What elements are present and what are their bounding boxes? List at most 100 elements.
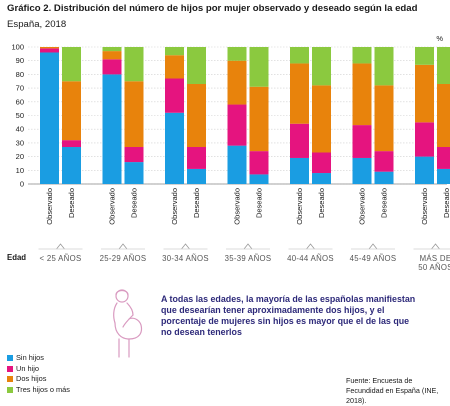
legend-swatch [7, 366, 13, 372]
bar-labels: Observado Deseado Observado Deseado Observad… [45, 188, 450, 225]
bar-label: Observado [108, 188, 117, 225]
bar-label: Observado [295, 188, 304, 225]
bar-segment-un-hijo [187, 147, 206, 169]
bar-segment-dos-hijos [187, 84, 206, 147]
bar-segment-tres-hijos-o-más [62, 47, 81, 81]
bar-segment-dos-hijos [437, 84, 450, 147]
y-tick-label: 70 [16, 84, 24, 93]
bar-segment-un-hijo [40, 48, 59, 52]
y-tick-label: 30 [16, 138, 24, 147]
bar-segment-dos-hijos [290, 63, 309, 123]
bar-label: Observado [170, 188, 179, 225]
legend-item: Un hijo [7, 364, 70, 375]
legend-label: Tres hijos o más [16, 385, 70, 396]
age-label: 25-29 AÑOS [100, 254, 147, 263]
source-note: Fuente: Encuesta de Fecundidad en España… [346, 376, 450, 406]
bar-segment-sin-hijos [62, 147, 81, 184]
legend-item: Dos hijos [7, 374, 70, 385]
bar-segment-tres-hijos-o-más [187, 47, 206, 84]
age-marker [244, 244, 252, 249]
bar-segment-un-hijo [437, 147, 450, 169]
bar-segment-sin-hijos [40, 52, 59, 184]
bar-label: Observado [45, 188, 54, 225]
y-tick-label: 20 [16, 152, 24, 161]
legend-swatch [7, 387, 13, 393]
legend-label: Dos hijos [16, 374, 46, 385]
bar-segment-un-hijo [62, 140, 81, 147]
bar-segment-dos-hijos [40, 47, 59, 48]
bar-segment-tres-hijos-o-más [290, 47, 309, 63]
age-label: 45-49 AÑOS [350, 254, 397, 263]
bar-segment-sin-hijos [312, 173, 331, 184]
bar-label: Deseado [255, 188, 264, 218]
y-tick-label: 80 [16, 70, 24, 79]
bar-label: Deseado [130, 188, 139, 218]
bar-segment-sin-hijos [165, 113, 184, 184]
y-tick-label: 60 [16, 97, 24, 106]
key-message: A todas las edades, la mayoría de las es… [161, 294, 421, 337]
bar-segment-tres-hijos-o-más [375, 47, 394, 85]
bar-segment-un-hijo [250, 151, 269, 174]
legend-swatch [7, 355, 13, 361]
bar-segment-tres-hijos-o-más [228, 47, 247, 61]
y-tick-label: 40 [16, 125, 24, 134]
age-marker [57, 244, 65, 249]
age-marker [307, 244, 315, 249]
bar-segment-un-hijo [353, 125, 372, 158]
bar-label: Deseado [442, 188, 450, 218]
bar-label: Deseado [380, 188, 389, 218]
bar-segment-sin-hijos [290, 158, 309, 184]
y-tick-label: 90 [16, 56, 24, 65]
bar-segment-dos-hijos [250, 87, 269, 151]
bar-segment-dos-hijos [353, 63, 372, 125]
bar-segment-sin-hijos [415, 157, 434, 184]
legend-label: Sin hijos [16, 353, 44, 364]
bar-segment-dos-hijos [415, 65, 434, 123]
legend-item: Sin hijos [7, 353, 70, 364]
bar-segment-sin-hijos [375, 172, 394, 184]
age-label: 50 AÑOS [418, 263, 450, 272]
age-label: MÁS DE [420, 254, 450, 263]
bar-segment-dos-hijos [312, 85, 331, 152]
legend-swatch [7, 376, 13, 382]
bar-segment-un-hijo [375, 151, 394, 172]
bar-segment-tres-hijos-o-más [103, 47, 122, 51]
bar-segment-tres-hijos-o-más [437, 47, 450, 84]
bar-segment-un-hijo [125, 147, 144, 162]
bar-label: Observado [420, 188, 429, 225]
y-axis-unit: % [436, 34, 443, 43]
bar-segment-un-hijo [165, 79, 184, 113]
bar-label: Deseado [192, 188, 201, 218]
y-tick-label: 0 [20, 180, 24, 189]
bar-segment-tres-hijos-o-más [125, 47, 144, 81]
bar-segment-sin-hijos [353, 158, 372, 184]
bar-segment-sin-hijos [228, 146, 247, 184]
age-marker [182, 244, 190, 249]
bar-segment-tres-hijos-o-más [353, 47, 372, 63]
bar-segment-dos-hijos [165, 55, 184, 78]
bar-segment-tres-hijos-o-más [312, 47, 331, 85]
bar-segment-dos-hijos [62, 81, 81, 140]
bar-segment-sin-hijos [187, 169, 206, 184]
bar-segment-un-hijo [290, 124, 309, 158]
bar-segment-dos-hijos [228, 61, 247, 105]
bar-segment-dos-hijos [103, 51, 122, 59]
bar-segment-dos-hijos [125, 81, 144, 147]
pregnant-woman-icon [103, 287, 155, 364]
bar-segment-sin-hijos [250, 174, 269, 184]
y-tick-label: 50 [16, 111, 24, 120]
bar-segment-sin-hijos [103, 74, 122, 184]
bar-label: Deseado [317, 188, 326, 218]
bar-segment-tres-hijos-o-más [250, 47, 269, 87]
edad-label: Edad [7, 253, 26, 262]
bar-segment-un-hijo [228, 105, 247, 146]
age-marker [369, 244, 377, 249]
bar-segment-tres-hijos-o-más [415, 47, 434, 65]
bar-label: Observado [233, 188, 242, 225]
y-tick-label: 100 [11, 43, 24, 52]
age-marker [432, 244, 440, 249]
